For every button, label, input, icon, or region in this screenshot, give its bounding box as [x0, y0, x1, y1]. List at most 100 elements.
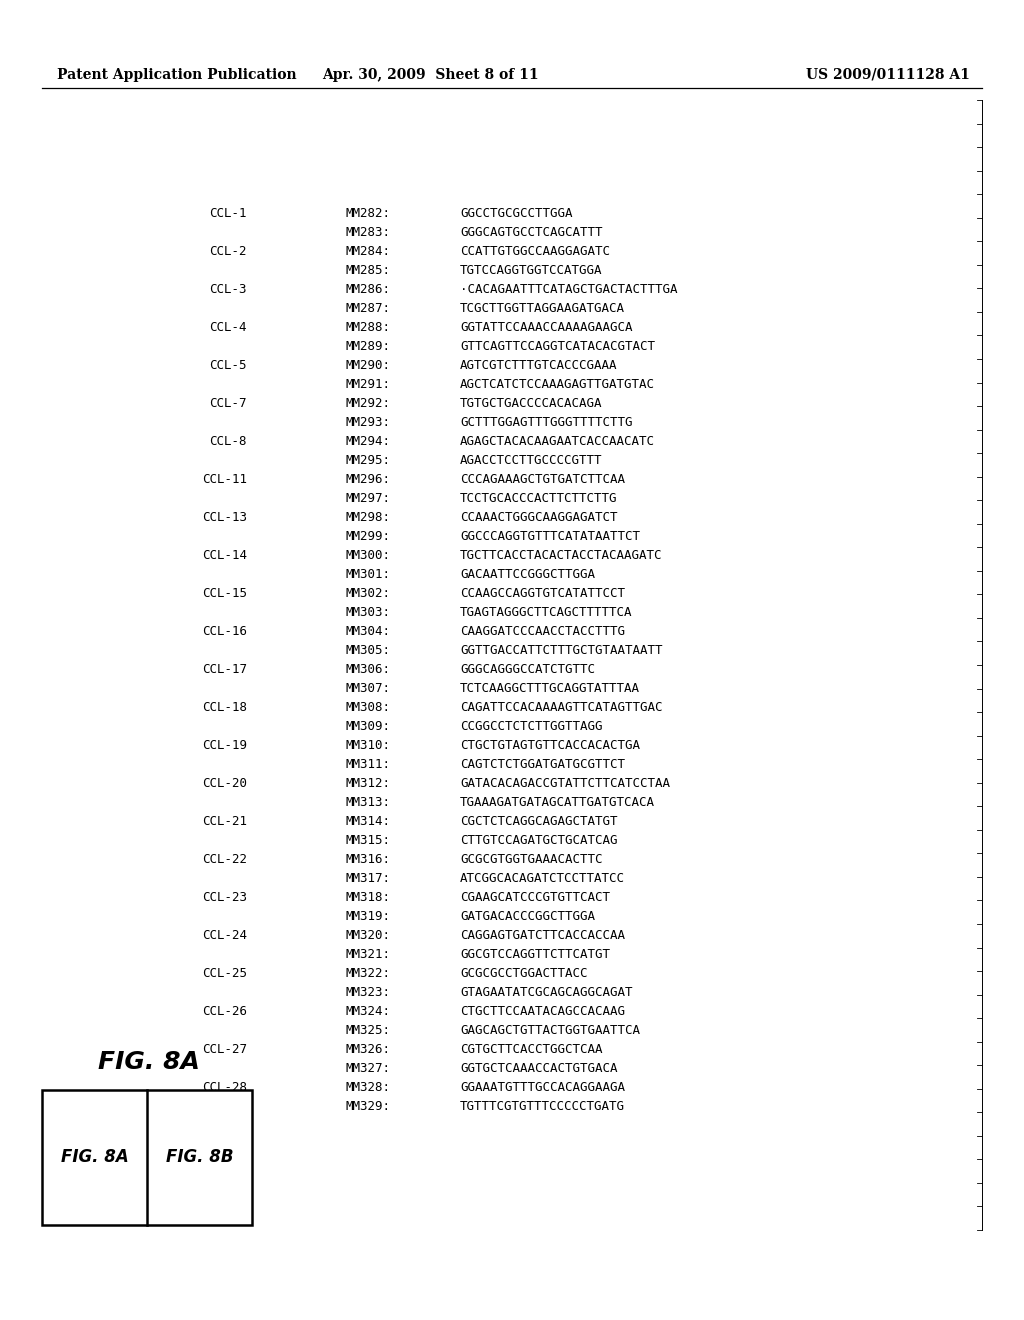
Text: GGTATTCCAAACCAAAAGAAGCA: GGTATTCCAAACCAAAAGAAGCA: [460, 321, 633, 334]
Text: CCL-19: CCL-19: [202, 739, 247, 752]
Text: CCL-4: CCL-4: [210, 321, 247, 334]
Text: MM297:: MM297:: [345, 492, 390, 506]
Text: GGGCAGGGCCATCTGTTC: GGGCAGGGCCATCTGTTC: [460, 663, 595, 676]
Text: GGTGCTCAAACCACTGTGACA: GGTGCTCAAACCACTGTGACA: [460, 1063, 617, 1074]
Text: MM315:: MM315:: [345, 834, 390, 847]
Text: CGCTCTCAGGCAGAGCTATGT: CGCTCTCAGGCAGAGCTATGT: [460, 814, 617, 828]
Text: AGACCTCCTTGCCCCGTTT: AGACCTCCTTGCCCCGTTT: [460, 454, 602, 467]
Text: CCL-13: CCL-13: [202, 511, 247, 524]
Text: ATCGGCACAGATCTCCTTATCC: ATCGGCACAGATCTCCTTATCC: [460, 873, 625, 884]
Text: CCL-28: CCL-28: [202, 1081, 247, 1094]
Text: MM304:: MM304:: [345, 624, 390, 638]
Text: TGTTTCGTGTTTCCCCCTGATG: TGTTTCGTGTTTCCCCCTGATG: [460, 1100, 625, 1113]
Text: CCL-18: CCL-18: [202, 701, 247, 714]
Text: CCL-5: CCL-5: [210, 359, 247, 372]
Text: CGTGCTTCACCTGGCTCAA: CGTGCTTCACCTGGCTCAA: [460, 1043, 602, 1056]
Text: GACAATTCCGGGCTTGGA: GACAATTCCGGGCTTGGA: [460, 568, 595, 581]
Text: MM299:: MM299:: [345, 531, 390, 543]
Text: GGGCAGTGCCTCAGCATTT: GGGCAGTGCCTCAGCATTT: [460, 226, 602, 239]
Text: CCL-17: CCL-17: [202, 663, 247, 676]
Text: CCL-23: CCL-23: [202, 891, 247, 904]
Text: MM313:: MM313:: [345, 796, 390, 809]
Text: GGTTGACCATTCTTTGCTGTAATAATT: GGTTGACCATTCTTTGCTGTAATAATT: [460, 644, 663, 657]
Text: GCGCGTGGTGAAACACTTC: GCGCGTGGTGAAACACTTC: [460, 853, 602, 866]
Text: Apr. 30, 2009  Sheet 8 of 11: Apr. 30, 2009 Sheet 8 of 11: [322, 69, 539, 82]
Text: GTAGAATATCGCAGCAGGCAGAT: GTAGAATATCGCAGCAGGCAGAT: [460, 986, 633, 999]
Text: CCL-7: CCL-7: [210, 397, 247, 411]
Text: CAGTCTCTGGATGATGCGTTCT: CAGTCTCTGGATGATGCGTTCT: [460, 758, 625, 771]
Text: MM324:: MM324:: [345, 1005, 390, 1018]
Text: Patent Application Publication: Patent Application Publication: [57, 69, 297, 82]
Text: GCGCGCCTGGACTTACC: GCGCGCCTGGACTTACC: [460, 968, 588, 979]
Text: TCTCAAGGCTTTGCAGGTATTTAA: TCTCAAGGCTTTGCAGGTATTTAA: [460, 682, 640, 696]
Text: MM303:: MM303:: [345, 606, 390, 619]
Text: AGTCGTCTTTGTCACCCGAAA: AGTCGTCTTTGTCACCCGAAA: [460, 359, 617, 372]
Text: CCCAGAAAGCTGTGATCTTCAA: CCCAGAAAGCTGTGATCTTCAA: [460, 473, 625, 486]
Text: MM321:: MM321:: [345, 948, 390, 961]
Text: GGAAATGTTTGCCACAGGAAGA: GGAAATGTTTGCCACAGGAAGA: [460, 1081, 625, 1094]
Bar: [42, 1090, 252, 1225]
Text: GATACACAGACCGTATTCTTCATCCTAA: GATACACAGACCGTATTCTTCATCCTAA: [460, 777, 670, 789]
Text: MM328:: MM328:: [345, 1081, 390, 1094]
Text: TGAAAGATGATAGCATTGATGTCACA: TGAAAGATGATAGCATTGATGTCACA: [460, 796, 655, 809]
Text: CTGCTTCCAATACAGCCACAAG: CTGCTTCCAATACAGCCACAAG: [460, 1005, 625, 1018]
Text: MM290:: MM290:: [345, 359, 390, 372]
Text: FIG. 8B: FIG. 8B: [166, 1148, 233, 1167]
Text: TCGCTTGGTTAGGAAGATGACA: TCGCTTGGTTAGGAAGATGACA: [460, 302, 625, 315]
Text: CCL-27: CCL-27: [202, 1043, 247, 1056]
Text: CCL-25: CCL-25: [202, 968, 247, 979]
Text: CCL-21: CCL-21: [202, 814, 247, 828]
Text: MM302:: MM302:: [345, 587, 390, 601]
Text: MM300:: MM300:: [345, 549, 390, 562]
Text: MM310:: MM310:: [345, 739, 390, 752]
Text: MM320:: MM320:: [345, 929, 390, 942]
Text: CCGGCCTCTCTTGGTTAGG: CCGGCCTCTCTTGGTTAGG: [460, 719, 602, 733]
Text: MM317:: MM317:: [345, 873, 390, 884]
Text: MM288:: MM288:: [345, 321, 390, 334]
Text: MM285:: MM285:: [345, 264, 390, 277]
Text: CCL-15: CCL-15: [202, 587, 247, 601]
Text: MM308:: MM308:: [345, 701, 390, 714]
Text: MM284:: MM284:: [345, 246, 390, 257]
Text: MM323:: MM323:: [345, 986, 390, 999]
Text: AGCTCATCTCCAAAGAGTTGATGTAC: AGCTCATCTCCAAAGAGTTGATGTAC: [460, 378, 655, 391]
Text: CTGCTGTAGTGTTCACCACACTGA: CTGCTGTAGTGTTCACCACACTGA: [460, 739, 640, 752]
Text: GAGCAGCTGTTACTGGTGAATTCA: GAGCAGCTGTTACTGGTGAATTCA: [460, 1024, 640, 1038]
Text: MM286:: MM286:: [345, 282, 390, 296]
Text: CCL-16: CCL-16: [202, 624, 247, 638]
Text: MM282:: MM282:: [345, 207, 390, 220]
Text: MM329:: MM329:: [345, 1100, 390, 1113]
Text: CCAAGCCAGGTGTCATATTCCT: CCAAGCCAGGTGTCATATTCCT: [460, 587, 625, 601]
Text: GGCCCAGGTGTTTCATATAATTCT: GGCCCAGGTGTTTCATATAATTCT: [460, 531, 640, 543]
Text: GGCCTGCGCCTTGGA: GGCCTGCGCCTTGGA: [460, 207, 572, 220]
Text: MM314:: MM314:: [345, 814, 390, 828]
Text: ·CACAGAATTTCATAGCTGACTACTTTGA: ·CACAGAATTTCATAGCTGACTACTTTGA: [460, 282, 678, 296]
Text: CAGGAGTGATCTTCACCACCAA: CAGGAGTGATCTTCACCACCAA: [460, 929, 625, 942]
Text: GATGACACCCGGCTTGGA: GATGACACCCGGCTTGGA: [460, 909, 595, 923]
Text: CCAAACTGGGCAAGGAGATCT: CCAAACTGGGCAAGGAGATCT: [460, 511, 617, 524]
Text: CCL-20: CCL-20: [202, 777, 247, 789]
Text: FIG. 8A: FIG. 8A: [60, 1148, 128, 1167]
Text: CTTGTCCAGATGCTGCATCAG: CTTGTCCAGATGCTGCATCAG: [460, 834, 617, 847]
Text: MM298:: MM298:: [345, 511, 390, 524]
Text: AGAGCTACACAAGAATCACCAACATC: AGAGCTACACAAGAATCACCAACATC: [460, 436, 655, 447]
Text: MM301:: MM301:: [345, 568, 390, 581]
Text: CCATTGTGGCCAAGGAGATC: CCATTGTGGCCAAGGAGATC: [460, 246, 610, 257]
Text: TGTCCAGGTGGTCCATGGA: TGTCCAGGTGGTCCATGGA: [460, 264, 602, 277]
Text: CAAGGATCCCAACCTACCTTTG: CAAGGATCCCAACCTACCTTTG: [460, 624, 625, 638]
Text: GTTCAGTTCCAGGTCATACACGTACT: GTTCAGTTCCAGGTCATACACGTACT: [460, 341, 655, 352]
Text: MM291:: MM291:: [345, 378, 390, 391]
Text: MM294:: MM294:: [345, 436, 390, 447]
Text: MM287:: MM287:: [345, 302, 390, 315]
Text: MM309:: MM309:: [345, 719, 390, 733]
Text: MM326:: MM326:: [345, 1043, 390, 1056]
Text: MM311:: MM311:: [345, 758, 390, 771]
Text: MM312:: MM312:: [345, 777, 390, 789]
Text: CCL-14: CCL-14: [202, 549, 247, 562]
Text: MM316:: MM316:: [345, 853, 390, 866]
Text: MM296:: MM296:: [345, 473, 390, 486]
Text: CAGATTCCACAAAAGTTCATAGTTGAC: CAGATTCCACAAAAGTTCATAGTTGAC: [460, 701, 663, 714]
Text: MM306:: MM306:: [345, 663, 390, 676]
Text: MM283:: MM283:: [345, 226, 390, 239]
Text: TGAGTAGGGCTTCAGCTTTTTCA: TGAGTAGGGCTTCAGCTTTTTCA: [460, 606, 633, 619]
